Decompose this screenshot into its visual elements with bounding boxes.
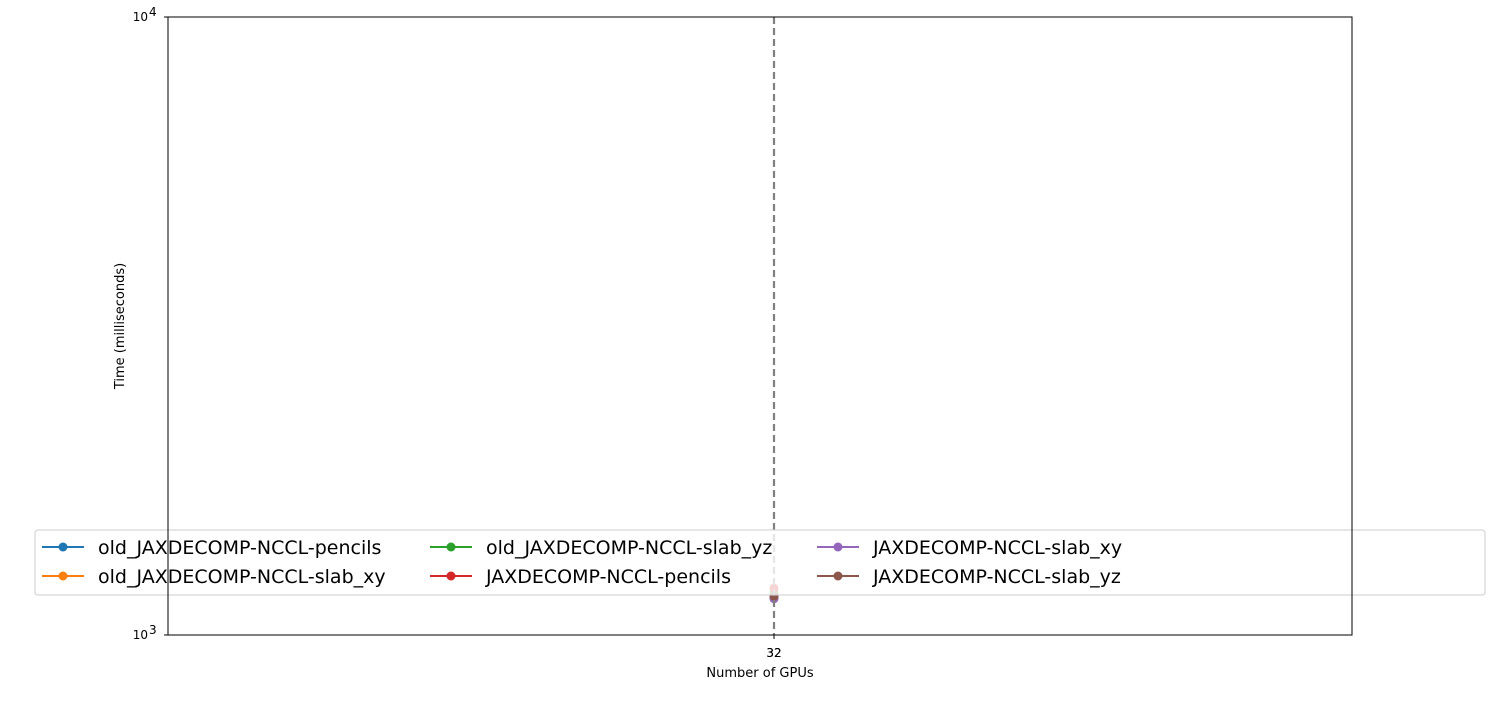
- y-tick-label-1: 10: [133, 628, 148, 642]
- legend-label-1: old_JAXDECOMP-NCCL-pencils: [98, 537, 381, 559]
- legend: old_JAXDECOMP-NCCL-pencils old_JAXDECOMP-…: [34, 529, 1486, 596]
- legend-marker-5: [833, 542, 843, 552]
- legend-label-2: old_JAXDECOMP-NCCL-slab_xy: [98, 566, 386, 588]
- legend-marker-2: [58, 571, 68, 581]
- axes-frame: [167, 16, 1353, 636]
- y-tick-exponent-1: 3: [149, 623, 157, 637]
- y-tick-label-2: 10: [133, 10, 148, 24]
- legend-label-4: JAXDECOMP-NCCL-pencils: [485, 566, 731, 588]
- legend-marker-3: [446, 542, 456, 552]
- y-axis-label: Time (milliseconds): [113, 263, 128, 390]
- legend-box: [34, 529, 1486, 596]
- legend-marker-6: [833, 571, 843, 581]
- legend-label-5: JAXDECOMP-NCCL-slab_xy: [872, 537, 1122, 559]
- legend-marker-1: [58, 542, 68, 552]
- legend-marker-4: [446, 571, 456, 581]
- x-tick-label-2: 32: [766, 646, 781, 660]
- legend-label-3: old_JAXDECOMP-NCCL-slab_yz: [486, 537, 772, 559]
- x-tick-label-1: 32: [766, 646, 781, 660]
- y-tick-exponent-2: 4: [149, 5, 157, 19]
- x-axis-label: Number of GPUs: [706, 666, 813, 681]
- legend-label-6: JAXDECOMP-NCCL-slab_yz: [872, 566, 1121, 588]
